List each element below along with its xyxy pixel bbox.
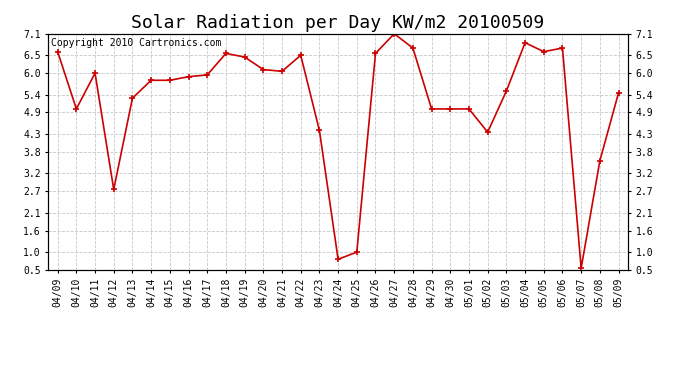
- Text: Copyright 2010 Cartronics.com: Copyright 2010 Cartronics.com: [51, 39, 221, 48]
- Title: Solar Radiation per Day KW/m2 20100509: Solar Radiation per Day KW/m2 20100509: [132, 14, 544, 32]
